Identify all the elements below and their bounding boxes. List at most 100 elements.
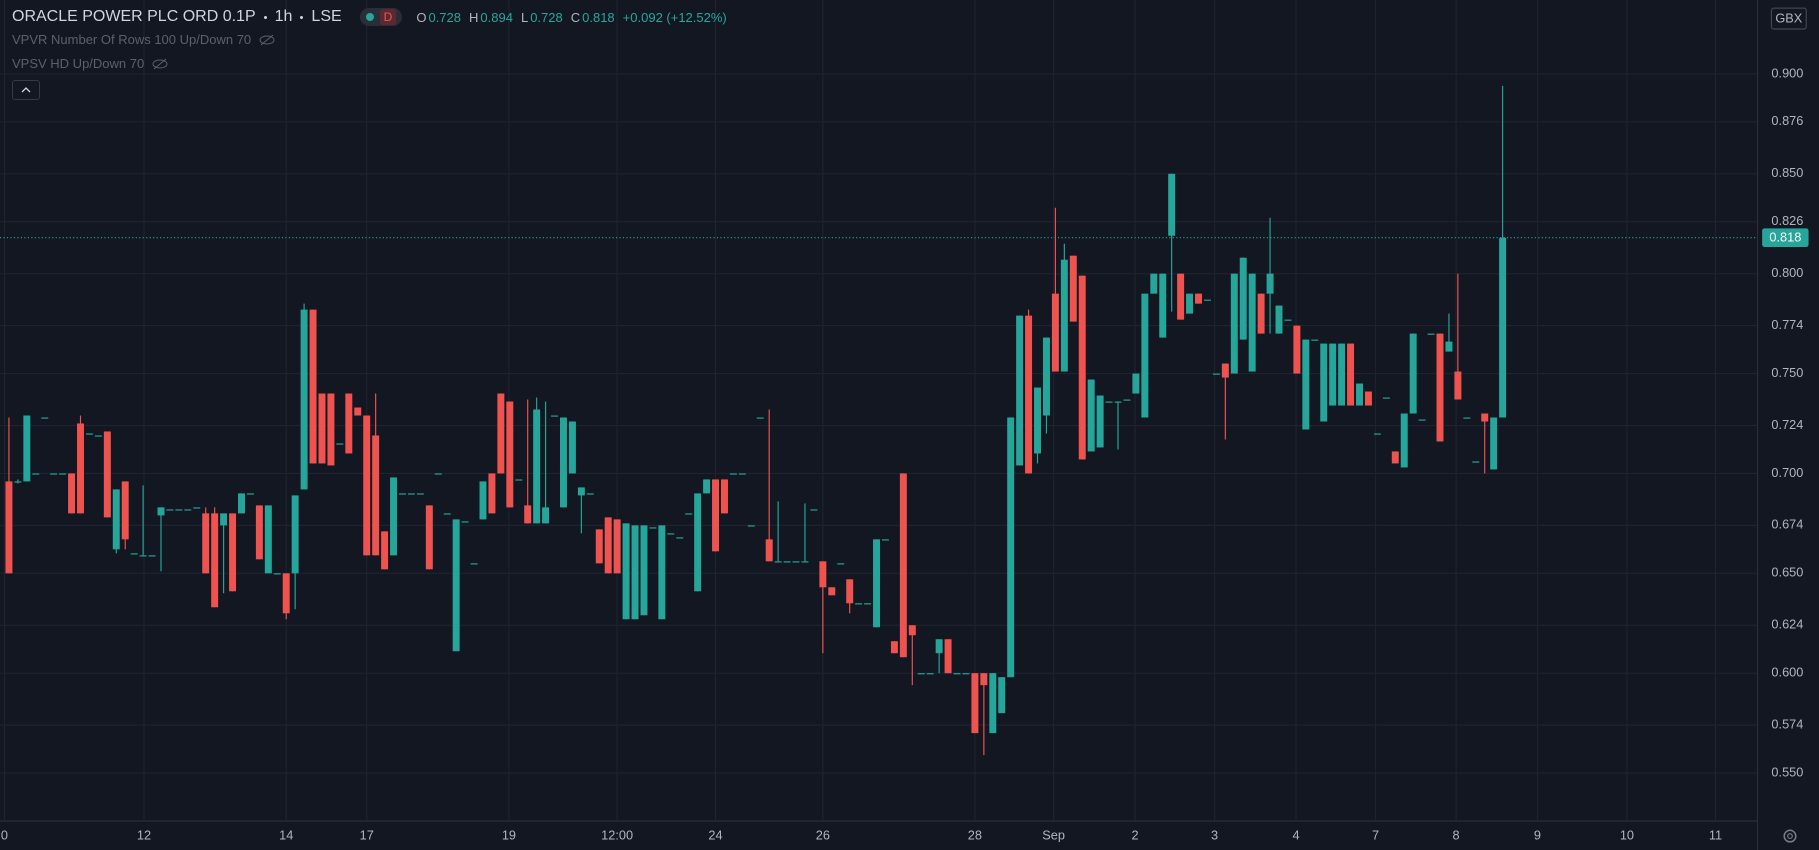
x-tick-label: 24 (708, 827, 722, 842)
candle-body (327, 393, 335, 466)
candle-body (881, 539, 889, 541)
x-tick-label: 12 (137, 827, 151, 842)
candle-body (1168, 173, 1176, 236)
candle-body (148, 555, 156, 557)
candle-body (220, 513, 228, 526)
candle-body (1445, 341, 1453, 352)
candle-body (1400, 413, 1408, 468)
candle-body (604, 517, 612, 574)
candle-body (1212, 373, 1220, 375)
candle-body (5, 481, 13, 574)
candle-body (1159, 273, 1167, 338)
candle-body (720, 479, 728, 514)
status-dot (365, 13, 374, 21)
candle-body (1060, 259, 1068, 372)
candle-body (1114, 401, 1122, 403)
y-tick-label: 0.674 (1771, 517, 1803, 532)
candle-body (1481, 413, 1489, 422)
candle-body (533, 409, 541, 524)
candle-body (157, 507, 165, 516)
candle-body (345, 393, 353, 454)
symbol[interactable]: ORACLE POWER PLC ORD 0.1P (12, 8, 256, 25)
candle-body (1266, 273, 1274, 294)
y-tick-label: 0.800 (1771, 265, 1803, 280)
candle-body (1427, 333, 1435, 335)
candle-body (1472, 461, 1480, 463)
candle-body (381, 531, 389, 570)
low-label: L (520, 9, 529, 25)
candle-body (121, 481, 129, 540)
y-tick-label: 0.574 (1771, 717, 1803, 732)
market-status[interactable]: D (359, 8, 403, 26)
candle-body (425, 505, 433, 570)
candle-body (103, 431, 111, 518)
high-value: 0.894 (480, 9, 513, 25)
last-price-label: 0.818 (1769, 230, 1801, 245)
currency-box[interactable] (1770, 7, 1807, 30)
candle-body (873, 539, 881, 628)
candle-body (1016, 315, 1024, 466)
candle-body (399, 493, 406, 495)
candle-body (855, 603, 863, 605)
candle-body (32, 473, 40, 475)
candle-body (595, 529, 603, 564)
x-tick-label: 10 (1620, 827, 1634, 842)
x-tick-label: 19 (502, 827, 516, 842)
candle-body (1248, 273, 1256, 372)
candle-body (1221, 363, 1229, 378)
candle-body (953, 673, 961, 675)
collapse-button[interactable] (12, 80, 40, 100)
candle-body (1364, 391, 1372, 406)
candle-body (443, 513, 451, 515)
settings-icon[interactable] (1783, 829, 1797, 843)
candle-body (112, 489, 120, 550)
candle-body (1007, 417, 1015, 678)
ohlc-values: O 0.728 H 0.894 L 0.728 C 0.818 +0.092 (+12.… (416, 10, 732, 25)
candle-body (264, 505, 272, 574)
candle-body (980, 673, 988, 686)
candle-body (810, 509, 818, 511)
candle-body (85, 433, 93, 435)
candle-body (407, 493, 415, 495)
candle-body (255, 505, 263, 560)
y-tick-label: 0.700 (1771, 465, 1803, 480)
hidden-icon[interactable] (152, 58, 168, 70)
candle-body (1025, 315, 1033, 474)
interval[interactable]: 1h (274, 8, 293, 25)
candle-body (515, 479, 523, 481)
indicator-row[interactable]: VPSV HD Up/Down 70 (12, 56, 168, 71)
candle-body (1141, 293, 1149, 418)
indicator-row[interactable]: VPVR Number Of Rows 100 Up/Down 70 (12, 32, 275, 47)
candle-body (1284, 319, 1292, 321)
y-tick-label: 0.774 (1771, 317, 1803, 332)
x-tick-label: 17 (360, 827, 374, 842)
candle-body (1132, 373, 1140, 394)
candle-body (819, 561, 827, 588)
candle-body (676, 537, 684, 539)
candle-body (291, 495, 299, 574)
hidden-icon[interactable] (259, 34, 275, 46)
candle-body (962, 673, 970, 675)
candle-body (1373, 433, 1381, 435)
candle-body (747, 525, 755, 527)
candle-body (497, 393, 505, 474)
candle-body (586, 493, 594, 495)
indicator-label: VPSV HD Up/Down 70 (12, 56, 145, 71)
y-tick-label: 0.650 (1771, 565, 1803, 580)
candle-body (193, 507, 201, 509)
x-tick-label: 14 (279, 827, 293, 842)
candle-body (899, 473, 907, 658)
x-tick-label: 9 (1534, 827, 1541, 842)
candle-body (434, 473, 442, 475)
candle-body (1338, 343, 1346, 406)
x-tick-label: 3 (1211, 827, 1218, 842)
candle-body (470, 563, 478, 565)
candle-body (246, 493, 254, 495)
candle-body (542, 507, 550, 524)
candle-body (94, 435, 102, 437)
close-label: C (570, 9, 581, 25)
y-tick-label: 0.724 (1771, 417, 1803, 432)
candle-body (336, 443, 344, 445)
candle-body (971, 673, 979, 734)
